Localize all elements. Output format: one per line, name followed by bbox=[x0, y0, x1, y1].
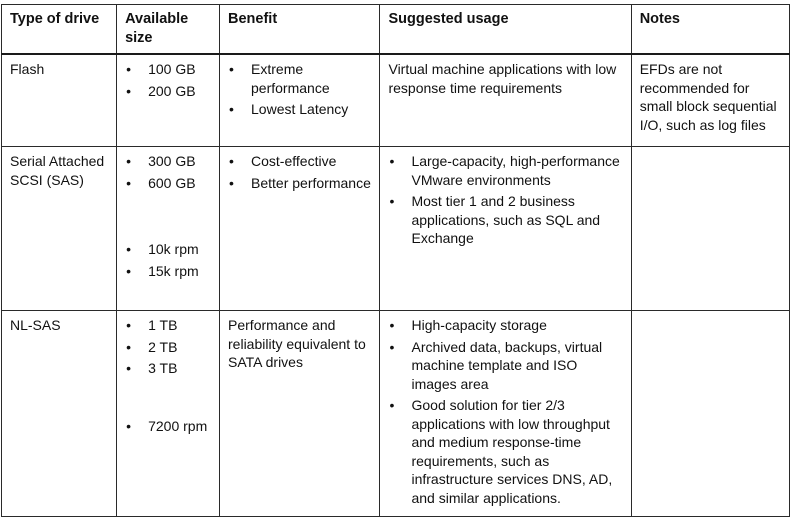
cell-type: NL-SAS bbox=[0, 310, 118, 517]
cell-suggested-usage: Large-capacity, high-performance VMware … bbox=[379, 146, 632, 311]
list-item: 300 GB bbox=[125, 152, 213, 171]
cell-notes: EFDs are not recommended for small block… bbox=[630, 53, 791, 147]
list-item: Large-capacity, high-performance VMware … bbox=[388, 152, 624, 189]
cell-suggested-usage: Virtual machine applications with low re… bbox=[379, 53, 632, 147]
list-item: Cost-effective bbox=[228, 152, 373, 171]
list-item: 3 TB bbox=[125, 359, 213, 378]
cell-type: Flash bbox=[0, 53, 118, 147]
list-item: 100 GB bbox=[125, 60, 213, 79]
cell-available-size: 300 GB 600 GB 10k rpm 15k rpm bbox=[116, 146, 221, 311]
size-list: 1 TB 2 TB 3 TB 7200 rpm bbox=[125, 316, 213, 435]
cell-notes bbox=[630, 146, 791, 311]
list-item: Good solution for tier 2/3 applications … bbox=[388, 396, 624, 507]
list-item: 1 TB bbox=[125, 316, 213, 335]
cell-benefit: Performance and reliability equivalent t… bbox=[219, 310, 381, 517]
header-type-of-drive: Type of drive bbox=[0, 4, 118, 55]
table-row-nl-sas: NL-SAS 1 TB 2 TB 3 TB 7200 rpm Performan… bbox=[0, 310, 791, 517]
benefit-list: Extreme performance Lowest Latency bbox=[228, 60, 373, 119]
list-item: Archived data, backups, virtual machine … bbox=[388, 338, 624, 394]
header-available-size: Available size bbox=[116, 4, 221, 55]
list-item: 200 GB bbox=[125, 82, 213, 101]
list-item: Most tier 1 and 2 business applications,… bbox=[388, 192, 624, 248]
drive-types-table: Type of drive Available size Benefit Sug… bbox=[0, 4, 791, 517]
list-item: Extreme performance bbox=[228, 60, 373, 97]
list-item: Lowest Latency bbox=[228, 100, 373, 119]
cell-benefit: Extreme performance Lowest Latency bbox=[219, 53, 381, 147]
list-item: 15k rpm bbox=[125, 262, 213, 281]
cell-benefit: Cost-effective Better performance bbox=[219, 146, 381, 311]
benefit-list: Cost-effective Better performance bbox=[228, 152, 373, 192]
list-item: 2 TB bbox=[125, 338, 213, 357]
usage-list: Large-capacity, high-performance VMware … bbox=[388, 152, 624, 248]
cell-available-size: 1 TB 2 TB 3 TB 7200 rpm bbox=[116, 310, 221, 517]
list-item: High-capacity storage bbox=[388, 316, 624, 335]
list-item: Better performance bbox=[228, 174, 373, 193]
table-row-flash: Flash 100 GB 200 GB Extreme performance … bbox=[0, 53, 791, 147]
header-notes: Notes bbox=[630, 4, 791, 55]
header-suggested-usage: Suggested usage bbox=[379, 4, 632, 55]
header-benefit: Benefit bbox=[219, 4, 381, 55]
header-row: Type of drive Available size Benefit Sug… bbox=[0, 4, 791, 55]
cell-notes bbox=[630, 310, 791, 517]
cell-suggested-usage: High-capacity storage Archived data, bac… bbox=[379, 310, 632, 517]
list-item: 600 GB bbox=[125, 174, 213, 193]
cell-type: Serial Attached SCSI (SAS) bbox=[0, 146, 118, 311]
usage-list: High-capacity storage Archived data, bac… bbox=[388, 316, 624, 507]
list-item: 7200 rpm bbox=[125, 417, 213, 436]
size-list: 100 GB 200 GB bbox=[125, 60, 213, 100]
table-row-sas: Serial Attached SCSI (SAS) 300 GB 600 GB… bbox=[0, 146, 791, 311]
list-item: 10k rpm bbox=[125, 240, 213, 259]
size-list: 300 GB 600 GB 10k rpm 15k rpm bbox=[125, 152, 213, 280]
cell-available-size: 100 GB 200 GB bbox=[116, 53, 221, 147]
